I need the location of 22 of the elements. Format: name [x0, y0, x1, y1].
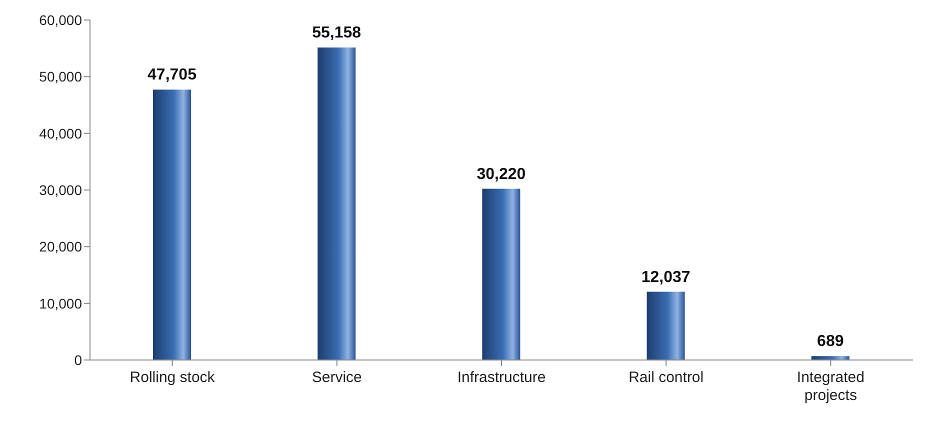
bar — [482, 188, 520, 360]
data-label: 689 — [817, 333, 844, 350]
data-label: 30,220 — [476, 166, 526, 183]
x-tick-label: Integrated projects — [796, 369, 864, 404]
y-tick-label: 20,000 — [39, 238, 82, 255]
y-tick-label: 60,000 — [39, 12, 82, 28]
y-tick-label: 30,000 — [39, 182, 82, 198]
x-tick-label: Rolling stock — [130, 369, 216, 386]
y-tick-label: 10,000 — [39, 295, 82, 312]
x-tick-label: Service — [312, 369, 362, 386]
data-label: 12,037 — [641, 268, 690, 286]
bar — [811, 356, 850, 360]
x-tick-label: Rail control — [628, 369, 704, 386]
bar — [646, 292, 685, 360]
y-tick-label: 50,000 — [39, 68, 82, 85]
bar — [318, 47, 356, 360]
bar — [153, 90, 191, 360]
y-tick-label: 0 — [74, 352, 82, 368]
y-tick-label: 40,000 — [39, 125, 82, 142]
data-label: 55,158 — [312, 24, 362, 42]
x-tick-label: Infrastructure — [457, 369, 546, 386]
data-label: 47,705 — [148, 66, 197, 84]
